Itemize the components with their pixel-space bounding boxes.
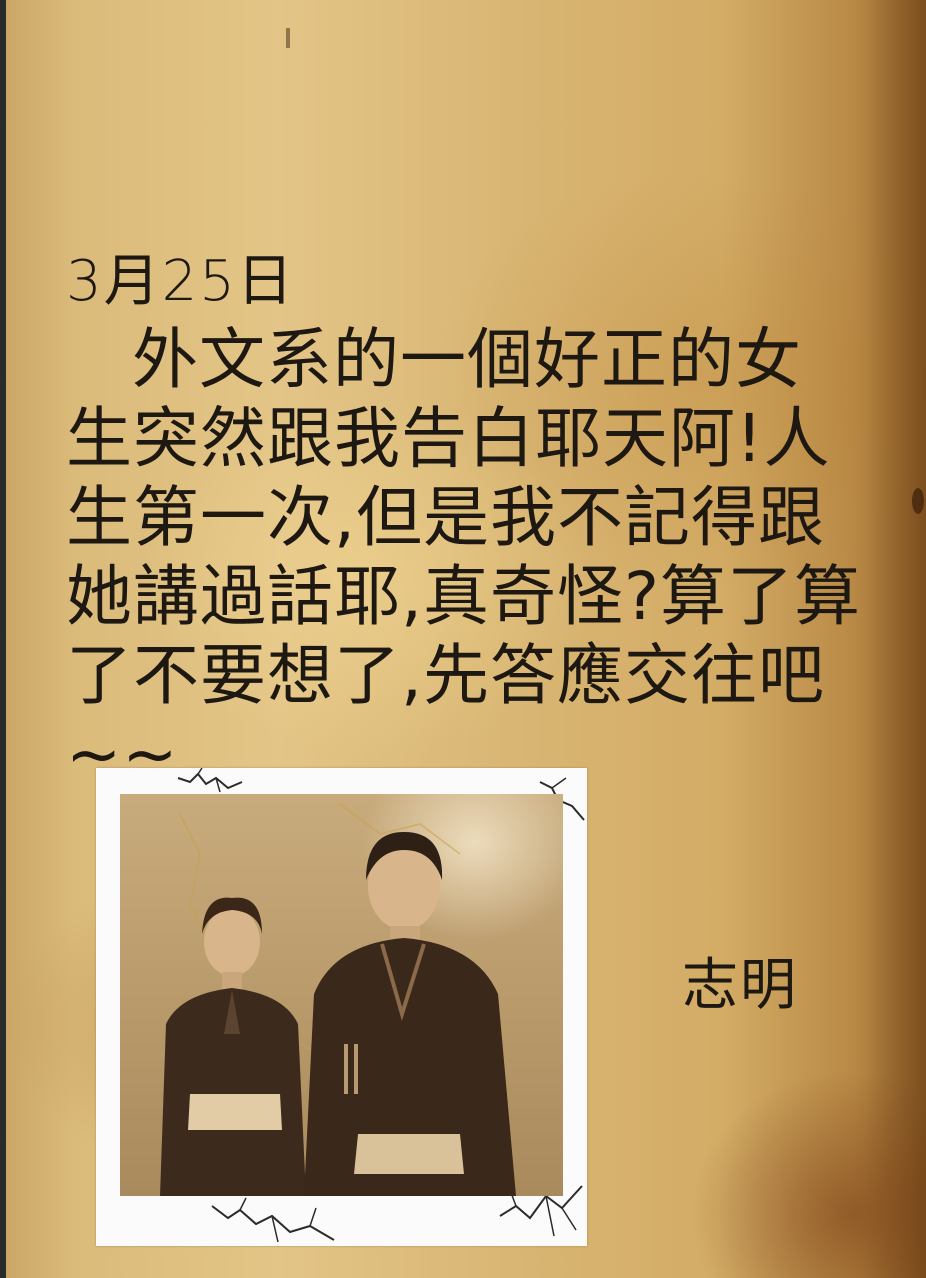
page-left-edge	[0, 0, 6, 1278]
diary-entry-text: 外文系的一個好正的女生突然跟我告白耶天阿!人生第一次,但是我不記得跟她講過話耶,…	[66, 321, 862, 793]
page-burn-shade	[866, 0, 926, 1278]
polaroid-frame	[96, 768, 587, 1246]
diary-date: 3月25日	[66, 249, 295, 314]
diary-signature: 志明	[682, 953, 798, 1018]
binding-mark	[286, 28, 290, 48]
frame-crack-bottom	[211, 1197, 335, 1243]
couple-photo	[120, 794, 563, 1196]
man-figure	[304, 832, 516, 1196]
couple-photo-illustration	[160, 803, 516, 1196]
paper-stain	[912, 488, 924, 514]
frame-crack-top-left	[177, 768, 243, 793]
woman-figure	[160, 897, 306, 1196]
